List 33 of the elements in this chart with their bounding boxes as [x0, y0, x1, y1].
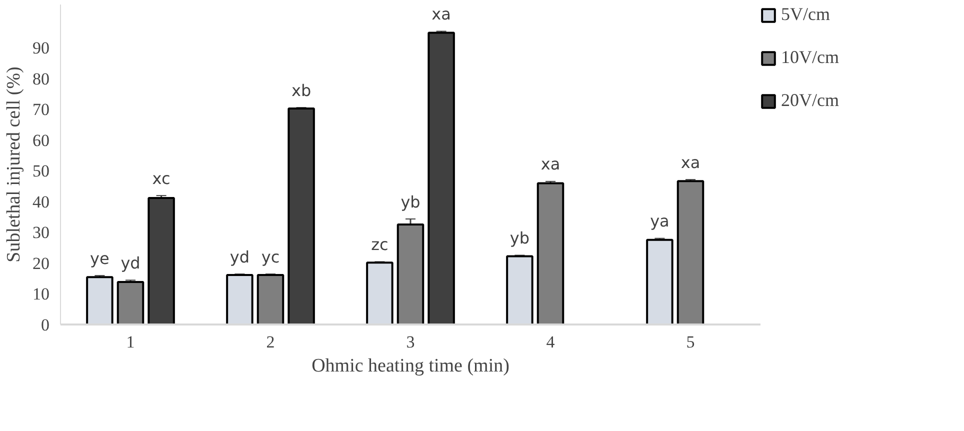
x-tick-label: 2: [266, 332, 275, 352]
x-axis-title: Ohmic heating time (min): [312, 356, 510, 376]
y-tick-label: 90: [32, 38, 50, 58]
y-tick-label: 70: [32, 100, 50, 120]
data-label: yd: [230, 247, 250, 266]
y-tick-label: 40: [32, 192, 50, 212]
legend-label: 20V/cm: [781, 90, 839, 111]
y-tick-label: 30: [32, 223, 50, 242]
data-label: xc: [152, 168, 170, 188]
x-tick-label: 5: [686, 332, 695, 352]
legend-label: 10V/cm: [781, 47, 839, 68]
data-label: yd: [120, 254, 140, 272]
y-axis-title: Sublethal injured cell (%): [4, 66, 24, 262]
data-label: xa: [680, 152, 700, 172]
y-tick-label: 10: [32, 284, 50, 304]
data-label: xb: [291, 80, 312, 100]
legend-label: 5V/cm: [781, 4, 830, 25]
data-label: xa: [432, 4, 451, 24]
data-label: yc: [261, 247, 280, 266]
y-tick-label: 60: [32, 130, 50, 150]
x-tick-label: 4: [546, 332, 556, 352]
data-label: ya: [650, 212, 670, 231]
data-label: yb: [400, 192, 420, 212]
x-tick-label: 3: [406, 332, 415, 352]
data-label: zc: [371, 235, 388, 254]
y-tick-label: 50: [32, 162, 50, 181]
data-label: ye: [90, 248, 110, 268]
y-tick-label: 20: [32, 254, 50, 273]
data-label: xa: [540, 154, 560, 174]
y-tick-label: 80: [32, 69, 50, 88]
x-tick-label: 1: [126, 332, 135, 352]
data-label: yb: [510, 228, 530, 248]
y-tick-label: 0: [41, 316, 50, 334]
